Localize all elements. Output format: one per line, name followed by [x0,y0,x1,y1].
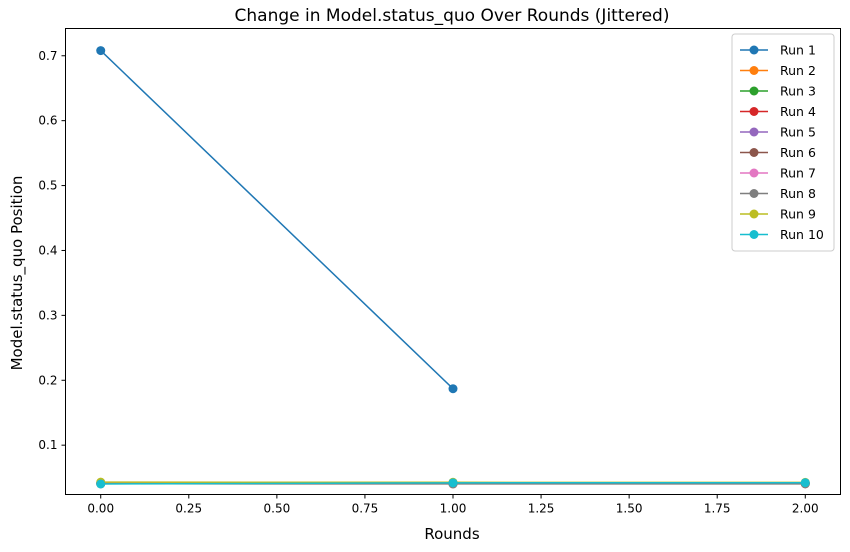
data-point [96,479,106,489]
y-tick-label: 0.3 [38,308,57,322]
y-tick-label: 0.5 [38,179,57,193]
legend-item: Run 5 [740,125,816,140]
plot-frame [65,28,841,495]
legend-marker [749,45,759,55]
legend-label: Run 4 [780,104,816,119]
legend-item: Run 4 [740,104,816,119]
x-tick-label: 1.50 [616,502,643,516]
data-point [448,478,458,488]
y-tick-label: 0.6 [38,114,57,128]
legend-marker [749,107,759,116]
legend-label: Run 1 [780,43,816,58]
data-point [448,384,458,394]
legend-label: Run 7 [780,166,816,181]
legend-label: Run 8 [780,186,816,201]
legend: Run 1 Run 2 Run 3 Run 4 Run 5 Run 6 Run 7 Run 8… [731,33,835,252]
legend-label: Run 3 [780,84,816,99]
x-axis-ticks: 0.00 0.25 0.50 0.75 1.00 1.25 1.50 1.75 2.00 [87,494,819,516]
data-point [96,46,106,56]
legend-marker [749,230,759,239]
series-layer [96,46,810,489]
legend-marker [749,189,759,198]
y-tick-label: 0.7 [38,49,57,63]
x-tick-label: 1.75 [704,502,731,516]
legend-item: Run 2 [740,63,816,78]
chart-title: Change in Model.status_quo Over Rounds (… [235,6,670,26]
legend-marker [749,127,759,137]
x-tick-label: 0.25 [175,502,202,516]
legend-label: Run 2 [780,63,816,78]
legend-item: Run 6 [740,145,816,160]
x-axis-label: Rounds [424,525,479,543]
series-10 [96,478,810,489]
legend-marker [749,66,759,75]
x-tick-label: 0.00 [87,502,114,516]
x-tick-label: 0.75 [352,502,379,516]
series-1 [96,46,458,394]
y-tick-label: 0.1 [38,438,57,452]
data-point [800,478,810,488]
legend-item: Run 7 [740,166,816,181]
legend-marker [749,209,759,219]
x-tick-label: 0.50 [264,502,291,516]
x-tick-label: 1.00 [440,502,467,516]
legend-item: Run 10 [740,227,824,242]
legend-label: Run 5 [780,125,816,140]
y-tick-label: 0.4 [38,243,57,257]
y-axis-label: Model.status_quo Position [8,176,27,371]
legend-label: Run 10 [780,227,824,242]
legend-item: Run 8 [740,186,816,201]
legend-marker [749,148,759,157]
legend-label: Run 6 [780,145,816,160]
legend-item: Run 9 [740,207,816,222]
series-line [100,50,454,390]
x-tick-label: 1.25 [528,502,555,516]
legend-item: Run 1 [740,43,816,58]
legend-label: Run 9 [780,207,816,222]
y-tick-label: 0.2 [38,373,57,387]
y-axis-ticks: 0.1 0.2 0.3 0.4 0.5 0.6 0.7 [38,49,66,452]
legend-item: Run 3 [740,84,816,99]
legend-marker [749,168,759,178]
legend-marker [749,86,759,96]
x-tick-label: 2.00 [792,502,819,516]
